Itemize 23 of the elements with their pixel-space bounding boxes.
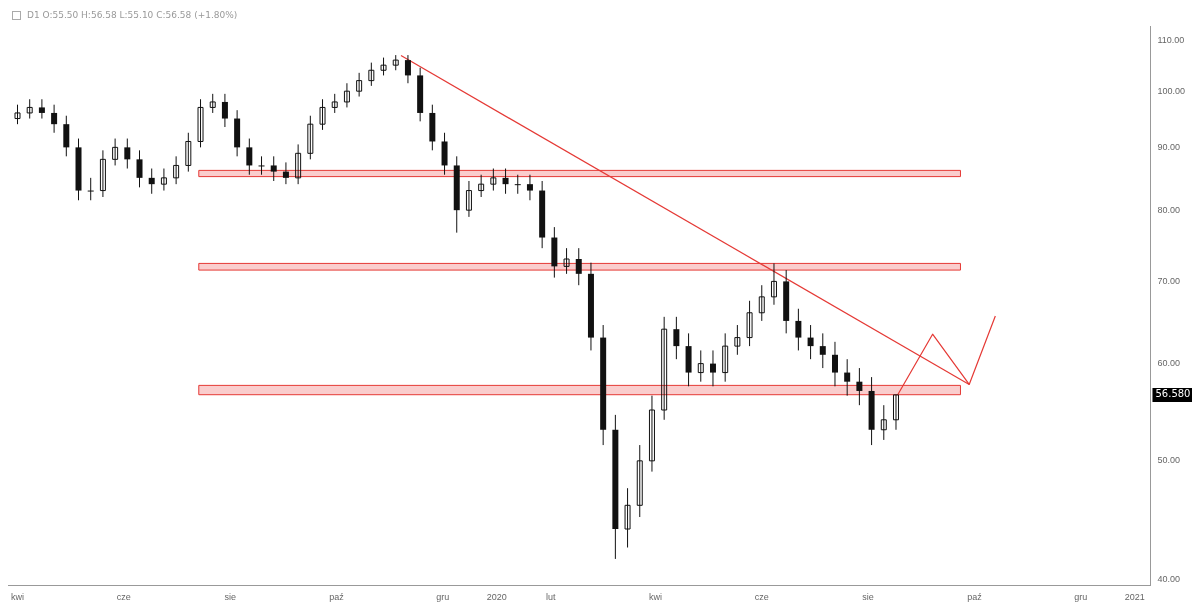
x-tick-label: kwi [11, 592, 24, 603]
x-tick-label: sie [862, 592, 874, 603]
y-tick-label: 90.00 [1157, 141, 1180, 152]
y-tick-label: 110.00 [1157, 34, 1185, 45]
y-tick-label: 40.00 [1157, 574, 1180, 585]
x-tick-label: lut [546, 592, 557, 603]
text: 56.580 [1155, 388, 1191, 400]
x-tick-label: sie [224, 592, 236, 603]
y-tick-label: 100.00 [1157, 85, 1185, 96]
x-tick-label: paź [967, 592, 983, 603]
y-tick-label: 80.00 [1157, 204, 1180, 215]
x-tick-label: 2021 [1124, 592, 1145, 603]
x-tick-label: kwi [648, 592, 662, 603]
x-tick-label: paź [329, 592, 345, 603]
y-tick-label: 50.00 [1157, 455, 1180, 466]
y-tick-label: 60.00 [1157, 358, 1180, 369]
x-tick-label: cze [754, 592, 769, 603]
y-tick-label: 70.00 [1157, 275, 1180, 286]
x-tick-label: gru [1074, 592, 1088, 603]
x-tick-label: 2020 [486, 592, 507, 603]
x-tick-label: gru [436, 592, 450, 603]
chart-title: D1 O:55.50 H:56.58 L:55.10 C:56.58 (+1.80%) [27, 10, 238, 20]
x-tick-label: cze [116, 592, 131, 603]
